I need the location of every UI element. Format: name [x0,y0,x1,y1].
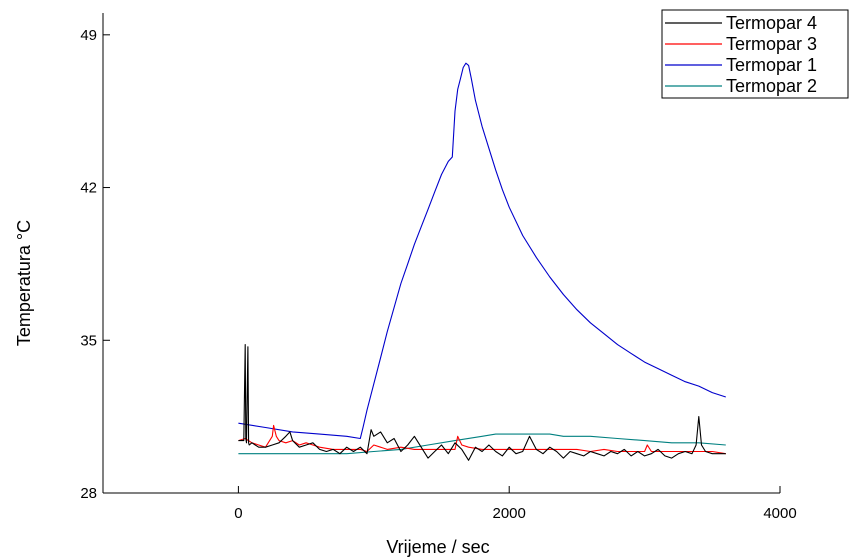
series-line-termopar-4 [238,344,726,461]
y-tick-label: 28 [80,485,97,502]
legend-label: Termopar 4 [726,13,817,33]
x-tick-label: 4000 [763,505,796,522]
series-line-termopar-2 [238,433,726,455]
y-axis-label: Temperatura °C [14,220,34,346]
y-tick-label: 42 [80,180,97,197]
tick-labels: 28 35 42 49 0 2000 4000 [80,27,796,522]
y-tick-label: 49 [80,27,97,44]
legend-label: Termopar 3 [726,34,817,54]
series-layer [238,62,726,461]
axes [102,13,781,494]
legend-label: Termopar 1 [726,55,817,75]
series-line-termopar-3 [238,424,726,455]
y-tick-label: 35 [80,332,97,349]
x-axis-label: Vrijeme / sec [386,537,489,557]
x-tick-label: 2000 [493,505,526,522]
x-tick-label: 0 [234,505,242,522]
legend-box [661,9,849,99]
legend-label: Termopar 2 [726,76,817,96]
series-line-termopar-1 [238,62,726,440]
